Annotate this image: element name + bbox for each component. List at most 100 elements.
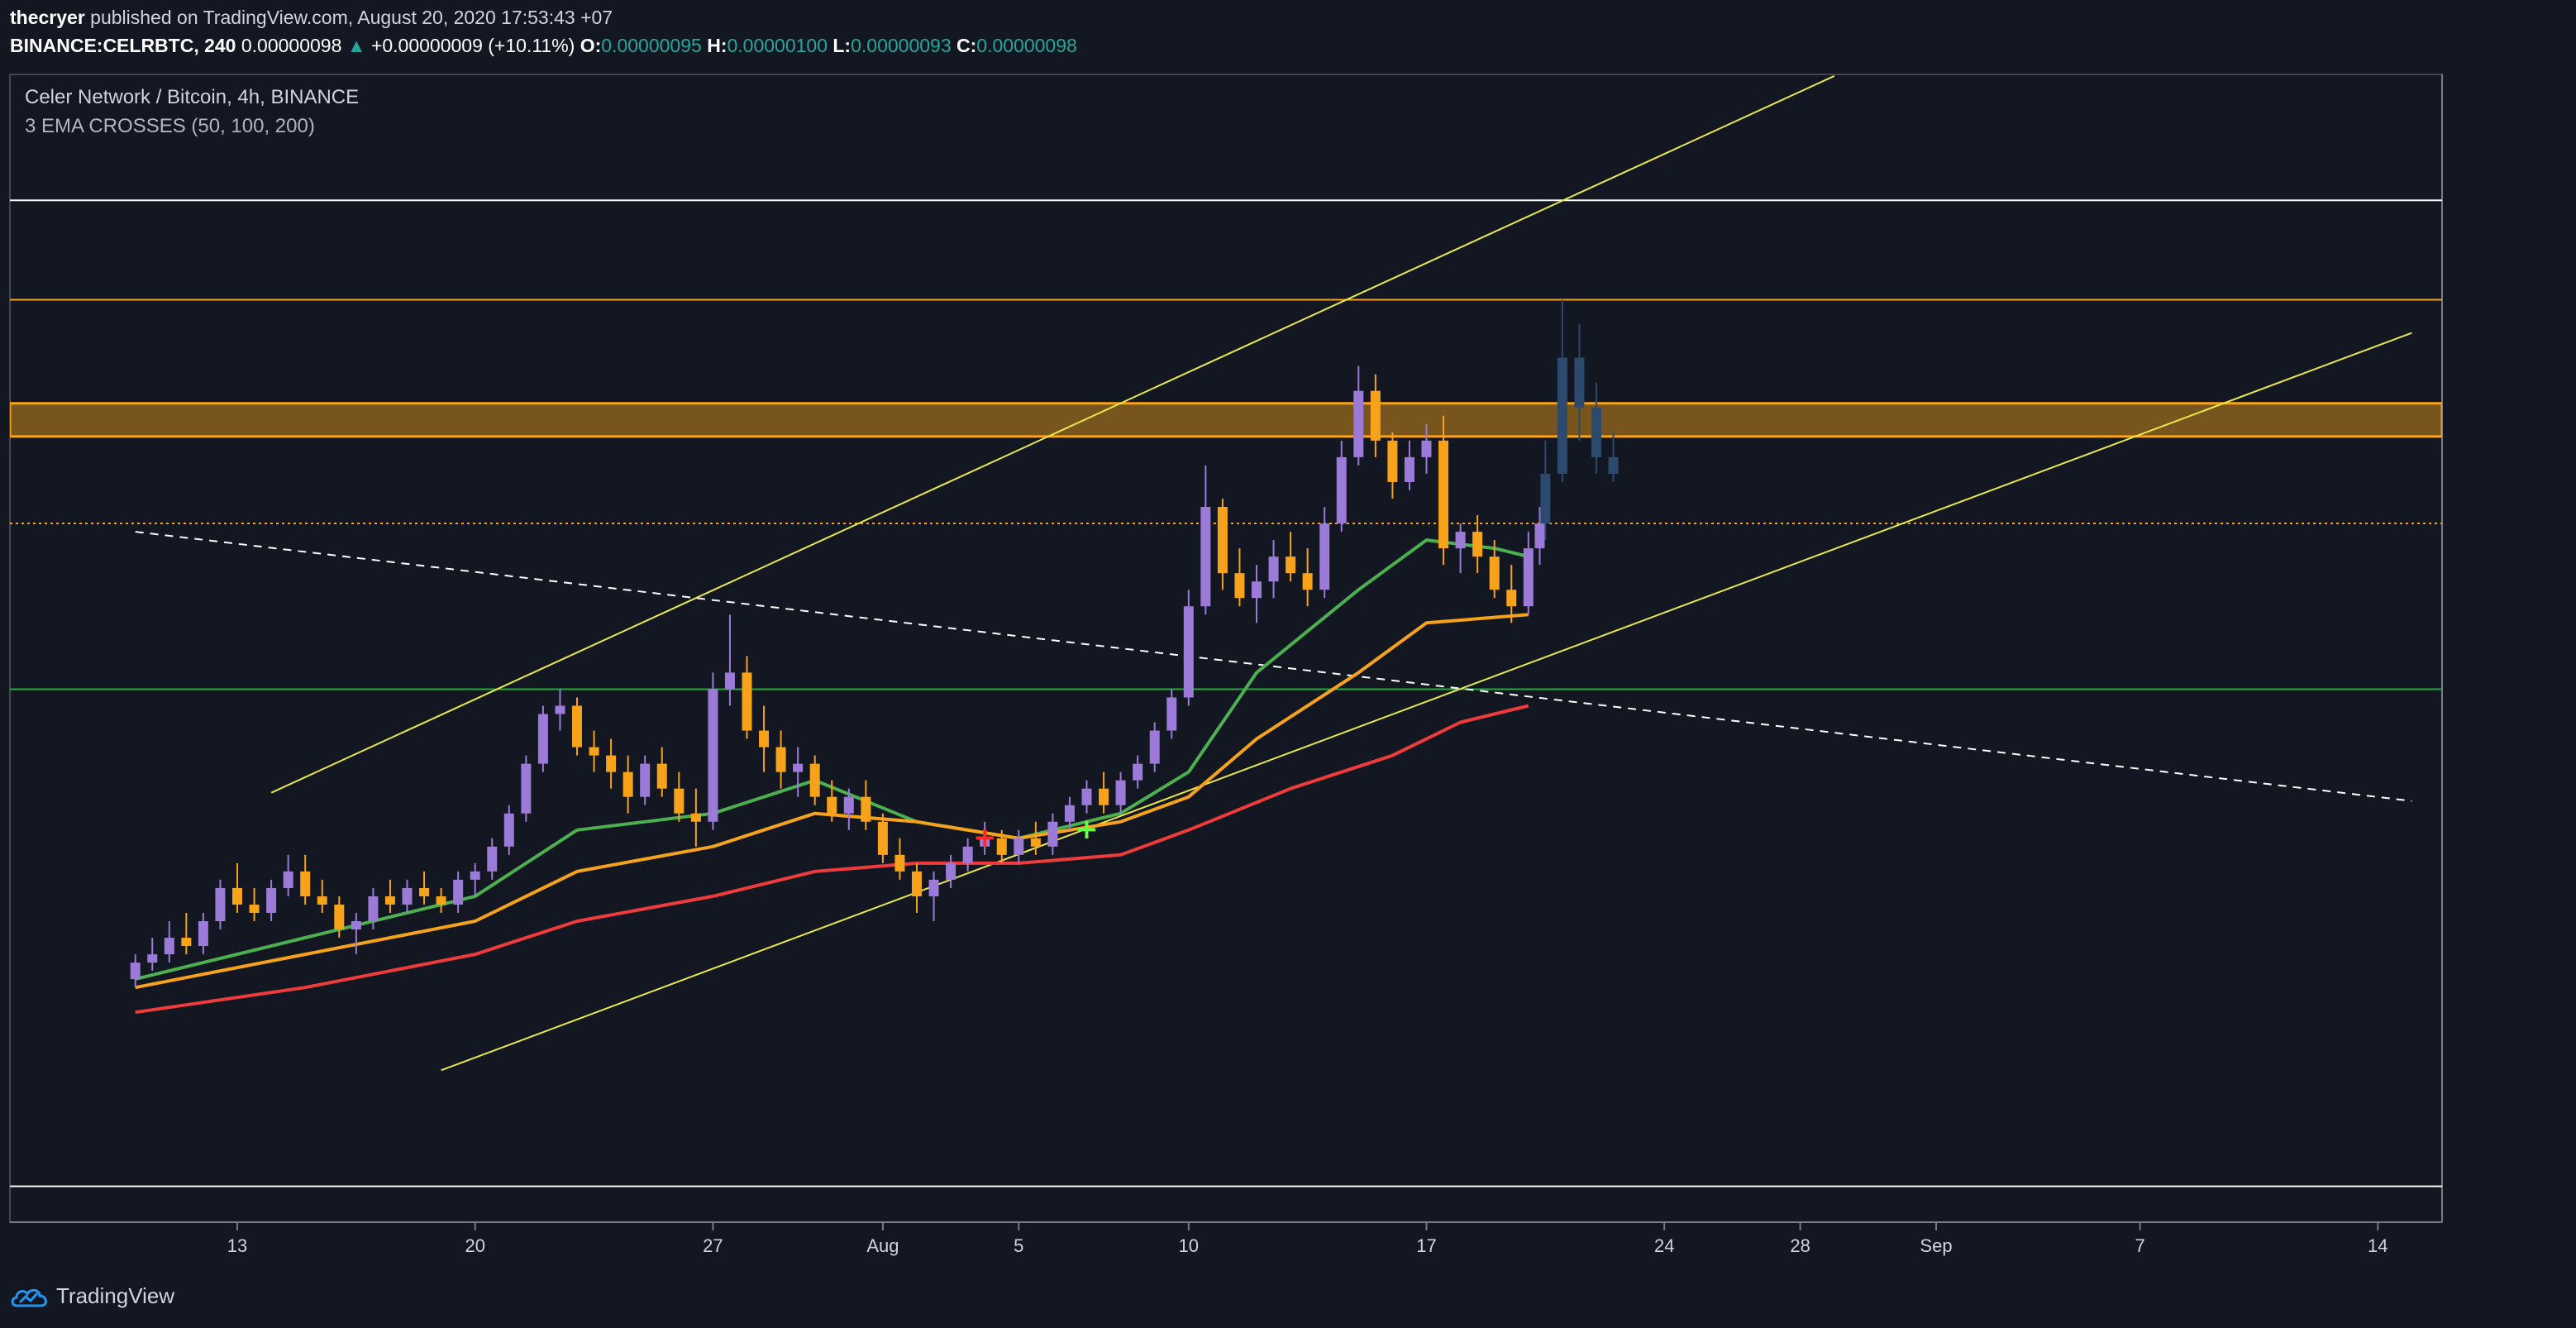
tradingview-logo[interactable]: TradingView [10, 1283, 174, 1309]
candle-body-15 [384, 896, 395, 905]
candle-body-79 [1472, 532, 1483, 557]
high-value: 0.00000100 [727, 35, 828, 56]
candle-body-67 [1268, 557, 1279, 582]
symbol-info-line: BINANCE:CELRBTC, 240 0.00000098 ▲ +0.000… [10, 35, 1077, 57]
candle-body-45 [894, 854, 905, 872]
x-tick-label-7: 24 [1654, 1235, 1674, 1256]
candle-body-21 [487, 846, 498, 872]
candle-body-9 [283, 871, 293, 888]
ema-line-2 [135, 704, 1529, 1015]
footer-brand: TradingView [56, 1283, 175, 1308]
low-value: 0.00000093 [851, 35, 952, 56]
candle-body-26 [572, 705, 582, 748]
candle-body-52 [1014, 838, 1024, 855]
candle-body-69 [1302, 573, 1313, 590]
published-text: published on TradingView.com, August 20,… [90, 7, 613, 28]
candle-body-48 [946, 862, 956, 880]
close-label: C: [956, 35, 977, 56]
candle-body-46 [912, 871, 922, 896]
candle-body-55 [1064, 805, 1075, 822]
candle-body-78 [1455, 532, 1466, 549]
projection-candle-1 [1557, 357, 1567, 474]
candle-body-72 [1353, 390, 1364, 457]
candle-body-83 [1534, 523, 1545, 549]
candle-body-74 [1387, 440, 1398, 482]
candle-body-4 [198, 921, 208, 947]
candle-body-35 [724, 672, 735, 690]
candle-body-2 [164, 938, 174, 955]
candle-body-70 [1319, 523, 1330, 590]
x-tick-label-10: 7 [2135, 1235, 2144, 1256]
candle-body-63 [1200, 507, 1211, 607]
published-line: thecryer published on TradingView.com, A… [10, 7, 613, 29]
x-tick-label-1: 20 [465, 1235, 484, 1256]
plot-layer: + + [10, 75, 2442, 1187]
candle-body-40 [809, 763, 820, 797]
candle-body-19 [453, 879, 464, 905]
low-label: L: [832, 35, 852, 56]
candle-body-13 [351, 921, 361, 930]
projection-candle-2 [1574, 357, 1585, 408]
candle-body-42 [843, 796, 854, 814]
candle-body-54 [1047, 821, 1058, 847]
candle-body-3 [181, 938, 192, 947]
last-price: 0.00000098 [241, 35, 342, 56]
candle-body-60 [1149, 730, 1160, 764]
candle-body-38 [775, 747, 786, 772]
indicator-legend[interactable]: 3 EMA CROSSES (50, 100, 200) [25, 115, 315, 137]
x-tick-label-5: 10 [1179, 1235, 1199, 1256]
candle-body-76 [1421, 440, 1432, 457]
trendline-2 [135, 531, 2412, 802]
x-tick-label-2: 27 [703, 1235, 723, 1256]
trendline-0 [270, 75, 1835, 794]
open-value: 0.00000095 [601, 35, 702, 56]
candle-body-30 [640, 763, 651, 797]
candle-body-22 [503, 813, 514, 847]
ema-line-1 [135, 613, 1529, 990]
candle-body-18 [436, 896, 446, 905]
candle-body-24 [537, 714, 548, 764]
x-tick-label-9: Sep [1920, 1235, 1952, 1256]
candle-body-1 [147, 954, 158, 963]
candle-body-28 [606, 755, 617, 772]
candle-body-37 [759, 730, 770, 748]
candle-body-12 [334, 904, 345, 930]
candle-body-43 [861, 796, 871, 822]
candle-body-6 [232, 887, 242, 905]
candle-body-23 [521, 763, 532, 814]
x-tick-label-11: 14 [2368, 1235, 2388, 1256]
candle-body-34 [708, 689, 718, 822]
candle-body-32 [674, 788, 685, 814]
candle-body-65 [1234, 573, 1245, 599]
high-label: H: [707, 35, 727, 56]
candle-body-56 [1081, 788, 1092, 805]
symbol-name[interactable]: BINANCE:CELRBTC, 240 [10, 35, 236, 56]
resistance-zone [10, 402, 2442, 438]
candle-body-7 [249, 904, 260, 913]
candle-body-51 [996, 838, 1007, 855]
x-tick-label-0: 13 [227, 1235, 247, 1256]
author-name[interactable]: thecryer [10, 7, 85, 28]
candle-body-81 [1506, 590, 1517, 607]
candle-body-62 [1183, 606, 1194, 698]
candle-body-41 [827, 796, 837, 814]
candle-body-20 [470, 871, 480, 880]
tradingview-cloud-icon [11, 1288, 47, 1307]
candle-body-10 [300, 871, 311, 896]
candle-body-53 [1030, 838, 1041, 847]
candle-body-29 [623, 771, 633, 797]
cross-marker-0: + [973, 821, 997, 854]
candle-body-61 [1166, 697, 1177, 731]
candle-body-17 [419, 887, 430, 896]
up-arrow-icon: ▲ [346, 35, 366, 56]
candle-body-0 [130, 963, 141, 980]
candle-body-33 [690, 813, 701, 822]
candle-body-44 [877, 821, 888, 855]
candle-body-58 [1115, 780, 1126, 805]
x-tick-label-3: Aug [866, 1235, 899, 1256]
cross-marker-1: + [1075, 813, 1099, 846]
candle-body-64 [1217, 507, 1228, 574]
projection-candle-3 [1591, 407, 1601, 457]
candle-body-36 [742, 672, 752, 731]
